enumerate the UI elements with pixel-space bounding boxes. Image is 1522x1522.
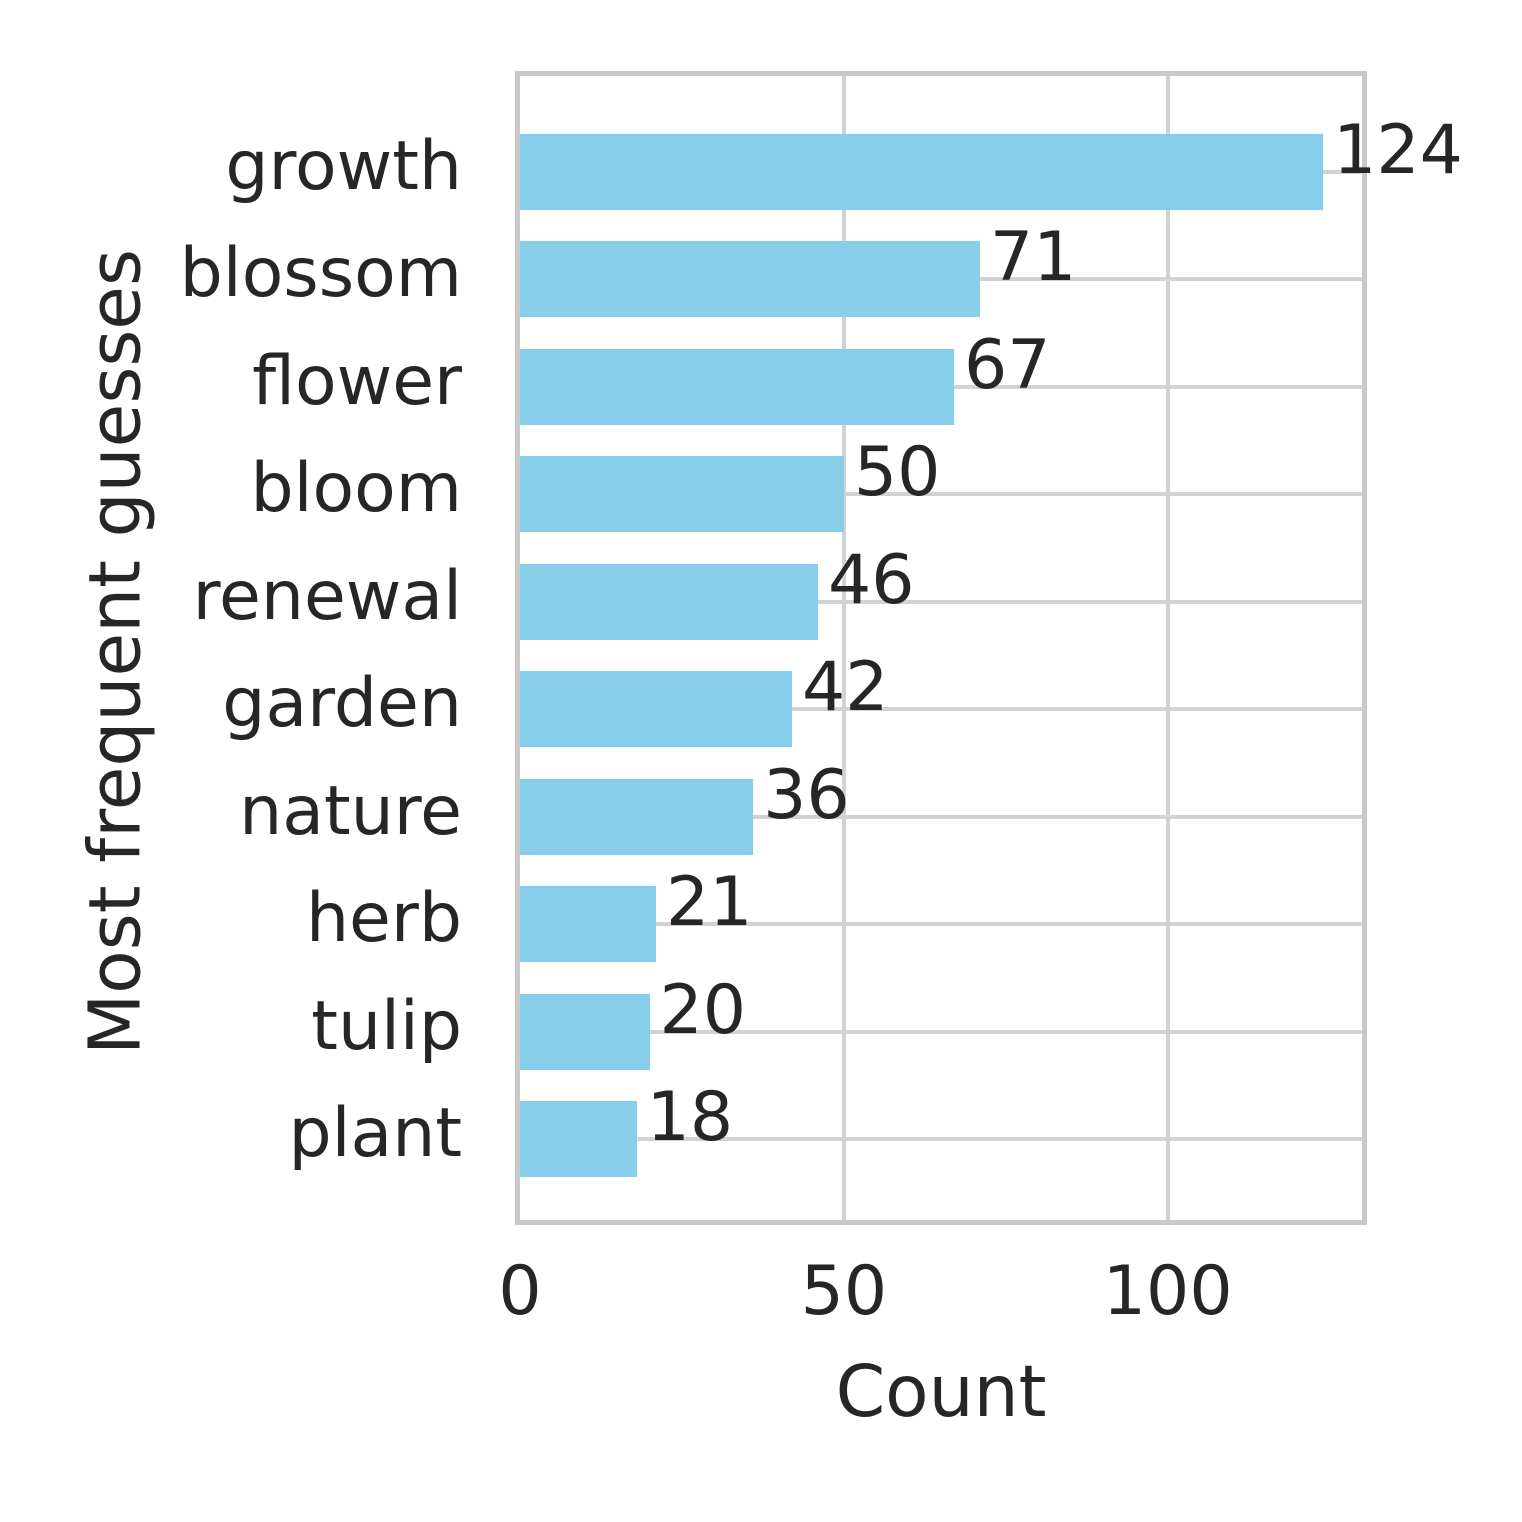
- y-tick-label: bloom: [250, 449, 462, 529]
- x-tick-label: 0: [498, 1252, 542, 1331]
- y-tick-label: blossom: [179, 234, 462, 314]
- bar-flower: [520, 348, 954, 425]
- bar-row: 71: [520, 218, 1362, 334]
- y-tick-label: herb: [305, 879, 462, 959]
- y-tick-label: renewal: [192, 556, 462, 636]
- bar-herb: [520, 886, 656, 963]
- bar-garden: [520, 671, 793, 748]
- bar-row: 21: [520, 863, 1362, 979]
- bar-nature: [520, 778, 754, 855]
- bar-row: 36: [520, 755, 1362, 871]
- y-tick-label: plant: [288, 1094, 463, 1174]
- bar-rows: 124 71 67 50 46 42 36 21 20 18: [520, 76, 1463, 1220]
- value-label: 46: [827, 540, 915, 620]
- y-tick-label: nature: [239, 771, 462, 851]
- y-tick-label: garden: [222, 664, 462, 744]
- x-tick-label: 100: [1102, 1252, 1233, 1331]
- bar-row: 124: [520, 116, 1463, 226]
- value-label: 42: [802, 648, 889, 728]
- y-tick-label: growth: [225, 126, 462, 206]
- y-tick-labels: growth blossom flower bloom renewal garden nat…: [0, 71, 490, 1225]
- bar-row: 20: [520, 970, 1362, 1086]
- bar-bloom: [520, 456, 844, 533]
- y-tick-label: tulip: [311, 986, 462, 1066]
- bar-blossom: [520, 241, 980, 318]
- value-label: 36: [763, 755, 850, 835]
- value-label: 71: [989, 218, 1077, 298]
- x-tick-label: 50: [800, 1252, 888, 1331]
- bar-row: 46: [520, 540, 1362, 656]
- value-label: 67: [963, 325, 1051, 405]
- bar-row: 42: [520, 648, 1362, 764]
- y-tick-label: flower: [252, 341, 462, 421]
- bar-growth: [520, 133, 1324, 210]
- value-label: 20: [659, 970, 747, 1050]
- bar-tulip: [520, 993, 650, 1070]
- gridline-x-100: [1165, 76, 1170, 1220]
- bar-plant: [520, 1101, 637, 1178]
- bar-renewal: [520, 563, 818, 640]
- value-label: 21: [666, 863, 753, 943]
- x-tick-labels: 0 50 100: [498, 1252, 1362, 1338]
- bar-row: 67: [520, 325, 1362, 441]
- x-axis-title: Count: [835, 1350, 1047, 1433]
- gridline-x-50: [841, 76, 846, 1220]
- bar-row: 50: [520, 433, 1362, 549]
- value-label: 124: [1333, 110, 1463, 190]
- value-label: 18: [646, 1078, 734, 1158]
- value-label: 50: [853, 433, 941, 513]
- bar-row: 18: [520, 1078, 1362, 1194]
- plot-area: 124 71 67 50 46 42 36 21 20 18: [515, 71, 1463, 1225]
- vertical-gridlines: [520, 76, 1362, 1220]
